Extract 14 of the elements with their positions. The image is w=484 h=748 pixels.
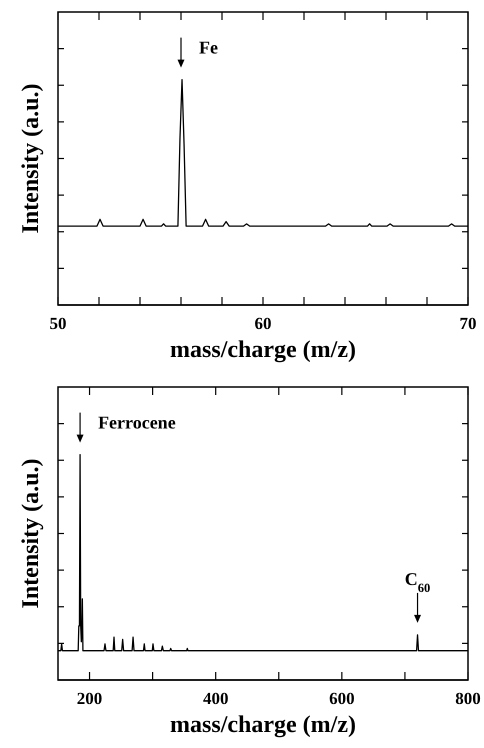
x-tick-label: 200 — [76, 689, 102, 708]
y-axis-title: Intensity (a.u.) — [18, 83, 44, 234]
x-axis-title: mass/charge (m/z) — [170, 337, 356, 363]
x-tick-label: 600 — [329, 689, 355, 708]
x-tick-label: 70 — [460, 314, 476, 334]
y-axis-title: Intensity (a.u.) — [18, 458, 44, 609]
x-axis-title: mass/charge (m/z) — [170, 712, 356, 738]
x-tick-label: 400 — [202, 689, 228, 708]
annotation: Ferrocene — [98, 412, 176, 433]
annotation: Fe — [199, 38, 218, 58]
x-tick-label: 60 — [254, 314, 272, 334]
x-tick-label: 800 — [455, 689, 481, 708]
x-tick-label: 50 — [50, 314, 66, 334]
annotation: C$_{60}$ — [404, 568, 430, 595]
